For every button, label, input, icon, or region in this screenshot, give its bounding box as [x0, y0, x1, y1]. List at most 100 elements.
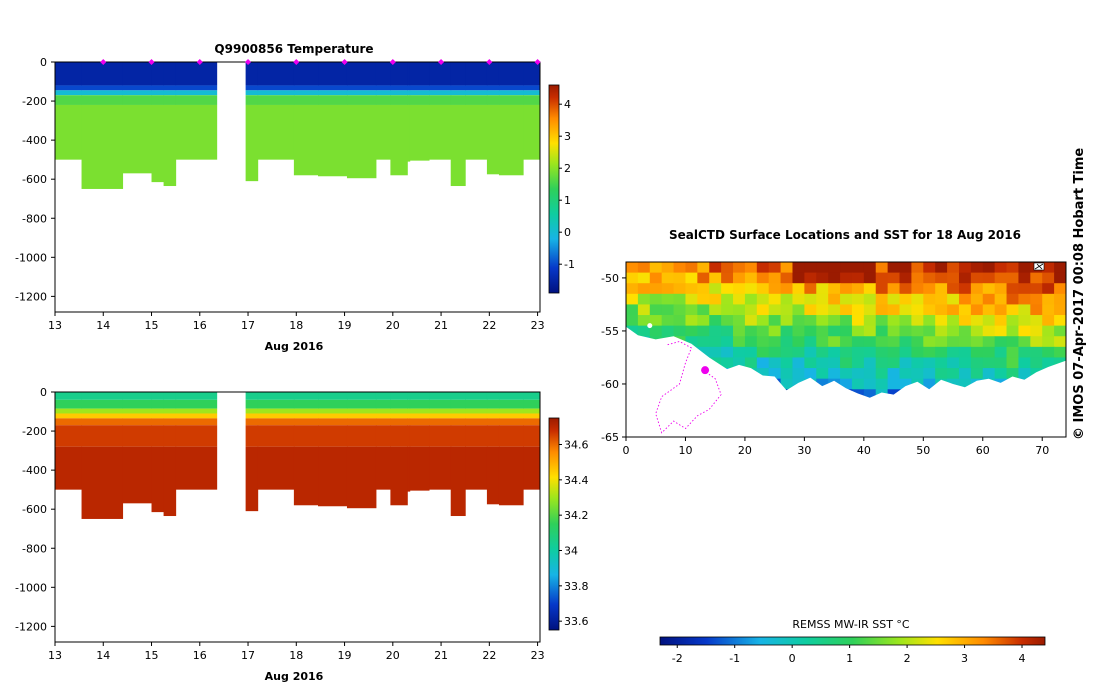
x-tick-label: 20: [738, 444, 752, 457]
sst-cell: [899, 378, 913, 390]
salinity-xlabel: Aug 2016: [265, 670, 324, 683]
section-cell: [523, 90, 541, 96]
section-cell: [390, 418, 408, 426]
sst-cell: [804, 293, 817, 306]
sst-cell: [875, 368, 889, 380]
sst-cell: [697, 346, 710, 359]
sst-cell: [958, 357, 972, 369]
sst-cell: [970, 315, 984, 327]
temperature-panel: Q9900856 Temperature 13 14 15 16 17 18 19 20 21 2…: [15, 42, 575, 353]
temperature-axes: 13 14 15 16 17 18 19 20 21 22 23 0 -200 -400 -600 -800 -…: [15, 56, 545, 332]
section-cell: [407, 413, 411, 419]
y-tick-label: -200: [22, 95, 47, 108]
section-cell: [450, 90, 466, 96]
y-tick-label: -800: [22, 212, 47, 225]
sst-cell: [863, 325, 877, 337]
section-cell: [81, 413, 124, 419]
section-cell: [151, 413, 165, 419]
sst-cell: [875, 262, 889, 274]
sst-cell: [1042, 336, 1055, 348]
sst-cell: [637, 283, 651, 295]
sst-cell: [923, 346, 936, 359]
section-cell: [175, 104, 218, 160]
sst-cell: [1018, 272, 1031, 284]
sst-cell: [756, 272, 770, 284]
sst-cell: [1006, 346, 1020, 359]
sst-cell: [1018, 293, 1031, 306]
sst-cell: [958, 336, 972, 348]
y-tick-label: -60: [601, 378, 619, 391]
x-tick-label: 20: [386, 319, 400, 332]
section-cell: [465, 399, 488, 409]
section-cell: [81, 95, 124, 105]
sst-cell: [923, 272, 936, 284]
section-cell: [163, 446, 177, 517]
section-cell: [498, 85, 524, 91]
section-cell: [409, 95, 430, 105]
sst-cell: [1018, 304, 1031, 316]
section-cell: [257, 413, 295, 419]
section-cell: [346, 408, 377, 414]
sst-cell: [697, 262, 710, 274]
sst-cell: [840, 272, 853, 284]
section-cell: [318, 90, 348, 96]
section-cell: [429, 408, 452, 414]
sst-cell: [947, 283, 960, 295]
sst-cell: [958, 293, 972, 306]
x-tick-label: 10: [678, 444, 692, 457]
section-cell: [55, 90, 83, 96]
section-cell: [245, 418, 259, 426]
sst-cell: [768, 293, 782, 306]
sst-cell: [899, 283, 913, 295]
sst-cell: [1054, 346, 1066, 359]
sst-cell: [875, 304, 889, 316]
sst-cell: [840, 357, 853, 369]
section-cell: [293, 408, 319, 414]
sst-cell: [851, 315, 865, 327]
sst-cell: [840, 262, 853, 274]
section-cell: [175, 446, 218, 490]
salinity-colorbar: [548, 417, 560, 631]
sst-cell: [721, 272, 734, 284]
x-tick-label: 14: [96, 319, 110, 332]
sst-cell: [1042, 293, 1055, 306]
sst-cell: [816, 283, 829, 295]
section-cell: [498, 446, 524, 506]
sst-cell: [947, 262, 960, 274]
surface-marker: [148, 59, 155, 65]
salinity-section-plot: [55, 392, 541, 519]
x-tick-label: 21: [434, 649, 448, 662]
sst-cell: [887, 346, 901, 359]
section-cell: [375, 399, 391, 409]
sst-cell: [697, 336, 710, 348]
sst-cell: [792, 315, 805, 327]
sst-cell: [1030, 346, 1043, 359]
sst-cell: [792, 283, 805, 295]
section-cell: [55, 446, 83, 490]
section-cell: [465, 418, 488, 426]
sst-cell: [958, 368, 972, 380]
sst-cell: [911, 325, 924, 337]
x-tick-label: 17: [241, 649, 255, 662]
sst-cell: [935, 357, 948, 369]
section-cell: [318, 413, 348, 419]
section-cell: [293, 413, 319, 419]
sst-cell: [887, 357, 901, 369]
colorbar-tick-label: -2: [672, 652, 683, 665]
section-cell: [245, 425, 259, 447]
x-tick-label: 22: [482, 319, 496, 332]
section-cell: [151, 425, 165, 447]
section-cell: [245, 90, 259, 96]
sst-cell: [863, 378, 877, 390]
section-cell: [257, 418, 295, 426]
sst-cell: [911, 293, 924, 306]
sst-cell: [661, 325, 675, 337]
sst-cell: [828, 357, 841, 369]
sst-cell: [816, 336, 829, 348]
section-cell: [257, 399, 295, 409]
sst-cell: [851, 283, 865, 295]
section-cell: [346, 90, 377, 96]
section-cell: [375, 62, 391, 86]
sst-cell: [875, 283, 889, 295]
